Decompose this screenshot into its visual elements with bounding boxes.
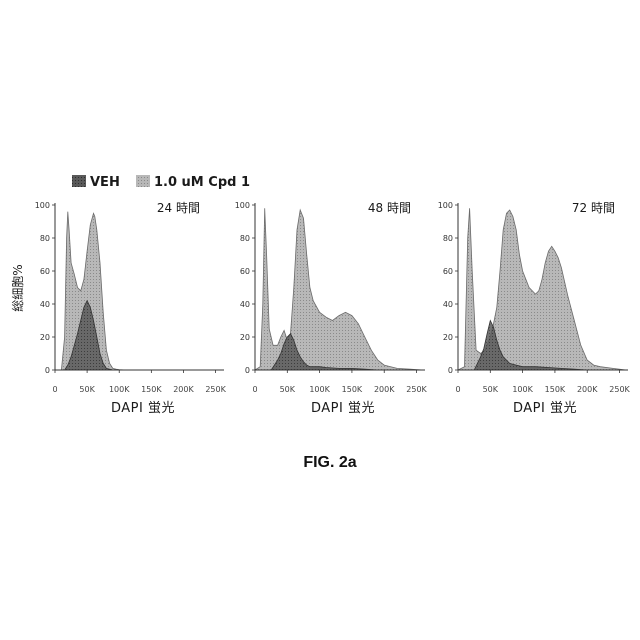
x-tick-label: 0 [252,385,257,394]
y-tick-label: 80 [240,234,250,243]
x-tick-label: 250K [406,385,427,394]
panel-title: 24 時間 [157,201,200,215]
x-tick-label: 150K [342,385,363,394]
legend-label-cpd: 1.0 uM Cpd 1 [154,175,250,190]
y-tick-label: 20 [443,333,453,342]
panel-72h: 72 時間 DAPI 蛍光 0 20 40 60 80 100 0 50K 100K 150K 20… [438,201,631,416]
y-tick-label: 40 [443,300,453,309]
legend-label-veh: VEH [90,175,120,190]
x-tick-label: 250K [205,385,226,394]
x-tick-label: 100K [109,385,130,394]
legend-swatch-cpd [136,175,150,187]
x-tick-label: 150K [545,385,566,394]
series-area-cpd [458,208,626,370]
x-tick-label: 200K [173,385,194,394]
panel-title: 48 時間 [368,201,411,215]
y-tick-label: 20 [240,333,250,342]
y-tick-label: 80 [443,234,453,243]
legend-item-cpd: 1.0 uM Cpd 1 [136,175,250,190]
x-tick-label: 250K [609,385,630,394]
series-area-cpd [255,208,423,370]
y-tick-label: 40 [40,300,50,309]
y-tick-label: 0 [448,366,453,375]
x-tick-label: 50K [280,385,296,394]
x-tick-label: 0 [52,385,57,394]
legend: VEH 1.0 uM Cpd 1 [72,175,250,190]
figure-label: FIG. 2a [303,454,356,471]
y-tick-label: 100 [235,201,250,210]
x-axis-label: DAPI 蛍光 [311,401,375,416]
x-tick-label: 150K [141,385,162,394]
y-tick-label: 0 [245,366,250,375]
x-tick-label: 100K [309,385,330,394]
x-tick-label: 50K [483,385,499,394]
x-axis-label: DAPI 蛍光 [111,401,175,416]
panel-48h: 48 時間 DAPI 蛍光 0 20 40 60 80 100 0 50K 100K 150K 20… [235,201,428,416]
panel-title: 72 時間 [572,201,615,215]
x-tick-label: 200K [374,385,395,394]
x-tick-label: 200K [577,385,598,394]
series-area-veh [65,301,222,370]
y-tick-label: 40 [240,300,250,309]
y-tick-label: 100 [438,201,453,210]
panel-24h: 24 時間 DAPI 蛍光 0 20 40 60 80 100 0 50K 100K 150K 20… [35,201,227,416]
legend-item-veh: VEH [72,175,120,190]
x-axis-label: DAPI 蛍光 [513,401,577,416]
y-tick-label: 100 [35,201,50,210]
y-tick-label: 80 [40,234,50,243]
x-tick-label: 0 [455,385,460,394]
y-tick-label: 60 [40,267,50,276]
y-axis-label: 総細胞% [11,264,25,311]
legend-swatch-veh [72,175,86,187]
y-tick-label: 60 [443,267,453,276]
y-tick-label: 0 [45,366,50,375]
y-tick-label: 60 [240,267,250,276]
x-tick-label: 100K [512,385,533,394]
y-tick-label: 20 [40,333,50,342]
x-tick-label: 50K [79,385,95,394]
